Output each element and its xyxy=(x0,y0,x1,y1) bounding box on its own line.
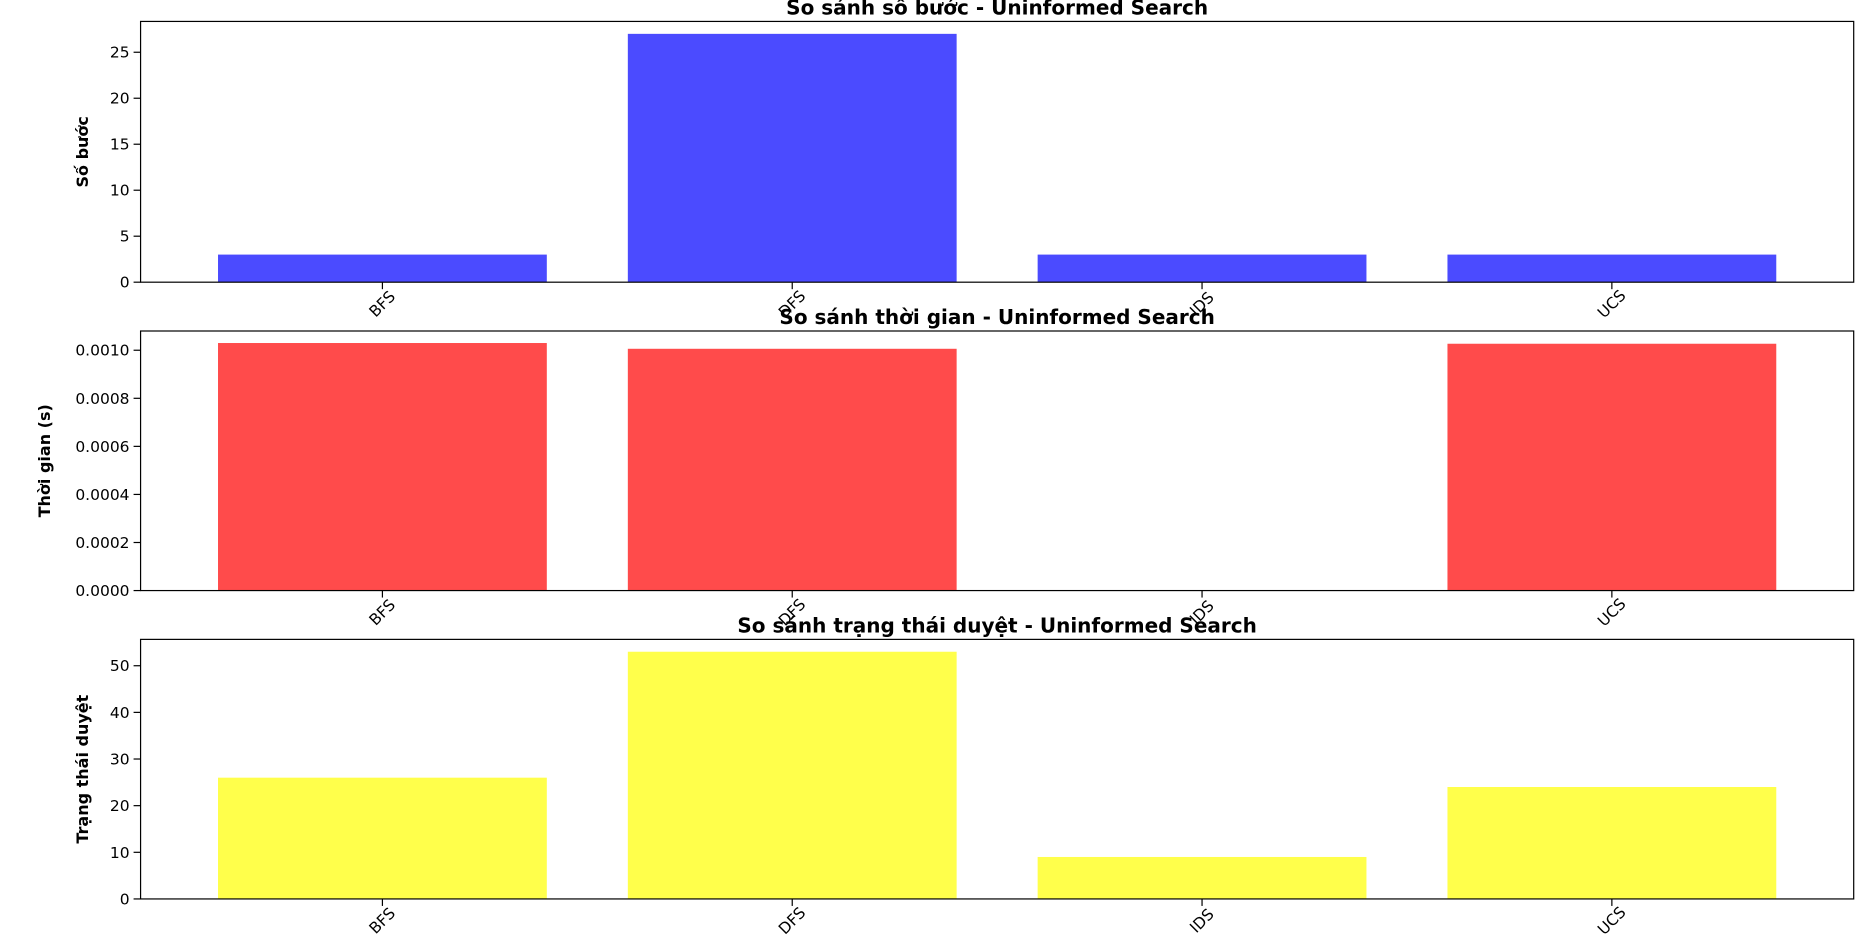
y-tick-label: 20 xyxy=(110,90,130,108)
bar-bfs xyxy=(218,777,547,899)
y-tick-label: 20 xyxy=(110,797,130,815)
y-axis-label: Thời gian (s) xyxy=(35,404,54,517)
y-tick-label: 5 xyxy=(120,228,130,246)
y-tick-label: 0 xyxy=(120,890,130,908)
y-tick-label: 0.0002 xyxy=(75,534,129,552)
bar-dfs xyxy=(627,348,957,591)
y-tick-label: 0.0004 xyxy=(75,486,129,504)
y-tick-label: 10 xyxy=(110,182,130,200)
y-tick-label: 0 xyxy=(120,274,130,292)
y-tick-label: 15 xyxy=(110,136,130,154)
y-tick-label: 50 xyxy=(110,657,130,675)
chart-title: So sánh trạng thái duyệt - Uninformed Se… xyxy=(737,613,1256,637)
y-axis-label: Trạng thái duyệt xyxy=(73,694,92,843)
bar-ids xyxy=(1037,254,1367,283)
bar-ucs xyxy=(1447,343,1777,591)
axes-frame xyxy=(139,638,1855,900)
axes-frame xyxy=(139,20,1855,283)
bar-bfs xyxy=(218,343,547,591)
y-tick-label: 30 xyxy=(110,751,130,769)
y-tick-label: 10 xyxy=(110,844,130,862)
bar-ucs xyxy=(1447,787,1777,899)
bar-ids xyxy=(1037,856,1367,899)
y-tick-label: 0.0010 xyxy=(75,342,129,360)
chart-title: So sánh số bước - Uninformed Search xyxy=(786,0,1208,19)
bar-ucs xyxy=(1447,254,1777,283)
y-tick-label: 0.0006 xyxy=(75,438,129,456)
y-axis-label: Số bước xyxy=(73,116,92,187)
bar-bfs xyxy=(218,254,547,283)
y-tick-label: 25 xyxy=(110,44,130,62)
y-tick-label: 0.0008 xyxy=(75,390,129,408)
y-tick-label: 40 xyxy=(110,704,130,722)
chart-title: So sánh thời gian - Uninformed Search xyxy=(779,305,1214,329)
y-tick-label: 0.0000 xyxy=(75,582,129,600)
bar-dfs xyxy=(627,651,957,899)
bar-dfs xyxy=(627,33,957,283)
axes-frame xyxy=(139,330,1855,592)
